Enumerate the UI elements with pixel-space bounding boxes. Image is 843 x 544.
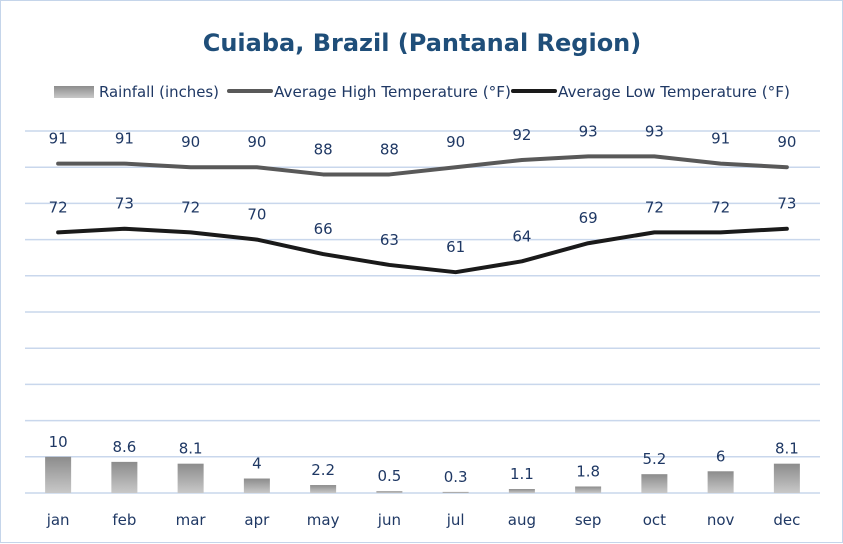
rainfall-data-label: 6 [716,447,726,465]
x-tick-label: feb [112,511,136,529]
rainfall-data-label: 10 [49,433,68,451]
rainfall-data-label: 1.1 [510,465,534,483]
high-temp-data-label: 93 [645,122,664,140]
low-temp-data-label: 73 [115,195,134,213]
legend-label: Average Low Temperature (°F) [558,83,790,101]
rainfall-data-label: 0.5 [377,467,401,485]
high-temp-data-label: 88 [380,140,399,158]
high-temp-data-label: 92 [512,126,531,144]
x-tick-label: jul [446,511,465,529]
legend-label: Rainfall (inches) [99,83,219,101]
high-temp-data-label: 91 [711,130,730,148]
high-temp-data-label: 90 [446,133,465,151]
rainfall-bar [177,463,204,493]
high-temp-line [56,154,789,177]
rainfall-data-label: 0.3 [444,468,468,486]
rainfall-data-label: 8.6 [112,438,136,456]
low-temp-data-label: 66 [314,220,333,238]
legend-swatch-rainfall [54,86,94,98]
high-temp-data-label: 91 [49,130,68,148]
rainfall-bar [508,489,535,493]
high-temp-data-label: 88 [314,140,333,158]
high-temp-data-label: 91 [115,130,134,148]
rainfall-data-label: 5.2 [642,450,666,468]
rainfall-bar [641,474,668,493]
x-tick-label: oct [643,511,666,529]
low-temp-data-label: 61 [446,238,465,256]
high-temp-data-label: 90 [181,133,200,151]
low-temp-data-label: 73 [777,195,796,213]
x-tick-label: sep [575,511,602,529]
rainfall-bar [773,463,800,493]
low-temp-line [56,226,789,275]
low-temp-data-label: 72 [181,198,200,216]
rainfall-data-label: 2.2 [311,461,335,479]
low-temp-data-label: 72 [711,198,730,216]
low-temp-data-label: 72 [645,198,664,216]
legend: Rainfall (inches) Average High Temperatur… [54,83,790,101]
rainfall-bar [243,478,270,493]
rainfall-bar [442,491,469,493]
x-tick-label: apr [244,511,270,529]
high-temp-data-label: 93 [579,122,598,140]
high-temp-data-label: 90 [247,133,266,151]
high-temp-data-label: 90 [777,133,796,151]
rainfall-data-label: 8.1 [179,440,203,458]
rainfall-bar [575,486,602,493]
rainfall-data-label: 1.8 [576,462,600,480]
x-tick-label: jan [46,511,70,529]
x-tick-label: aug [508,511,536,529]
chart-title: Cuiaba, Brazil (Pantanal Region) [203,29,642,57]
rainfall-bar [45,456,72,493]
x-tick-label: jun [377,511,401,529]
rainfall-bar [111,461,138,493]
x-tick-label: mar [176,511,207,529]
x-tick-label: nov [707,511,735,529]
x-tick-label: may [307,511,340,529]
low-temp-data-label: 63 [380,231,399,249]
rainfall-bar [707,471,734,493]
legend-label: Average High Temperature (°F) [274,83,511,101]
x-tick-label: dec [773,511,800,529]
rainfall-data-label: 8.1 [775,440,799,458]
low-temp-data-label: 64 [512,227,531,245]
rainfall-data-label: 4 [252,455,262,473]
rainfall-bar [376,491,403,493]
low-temp-data-label: 70 [247,206,266,224]
rainfall-bar [310,485,337,493]
low-temp-data-label: 72 [49,198,68,216]
low-temp-data-label: 69 [579,209,598,227]
